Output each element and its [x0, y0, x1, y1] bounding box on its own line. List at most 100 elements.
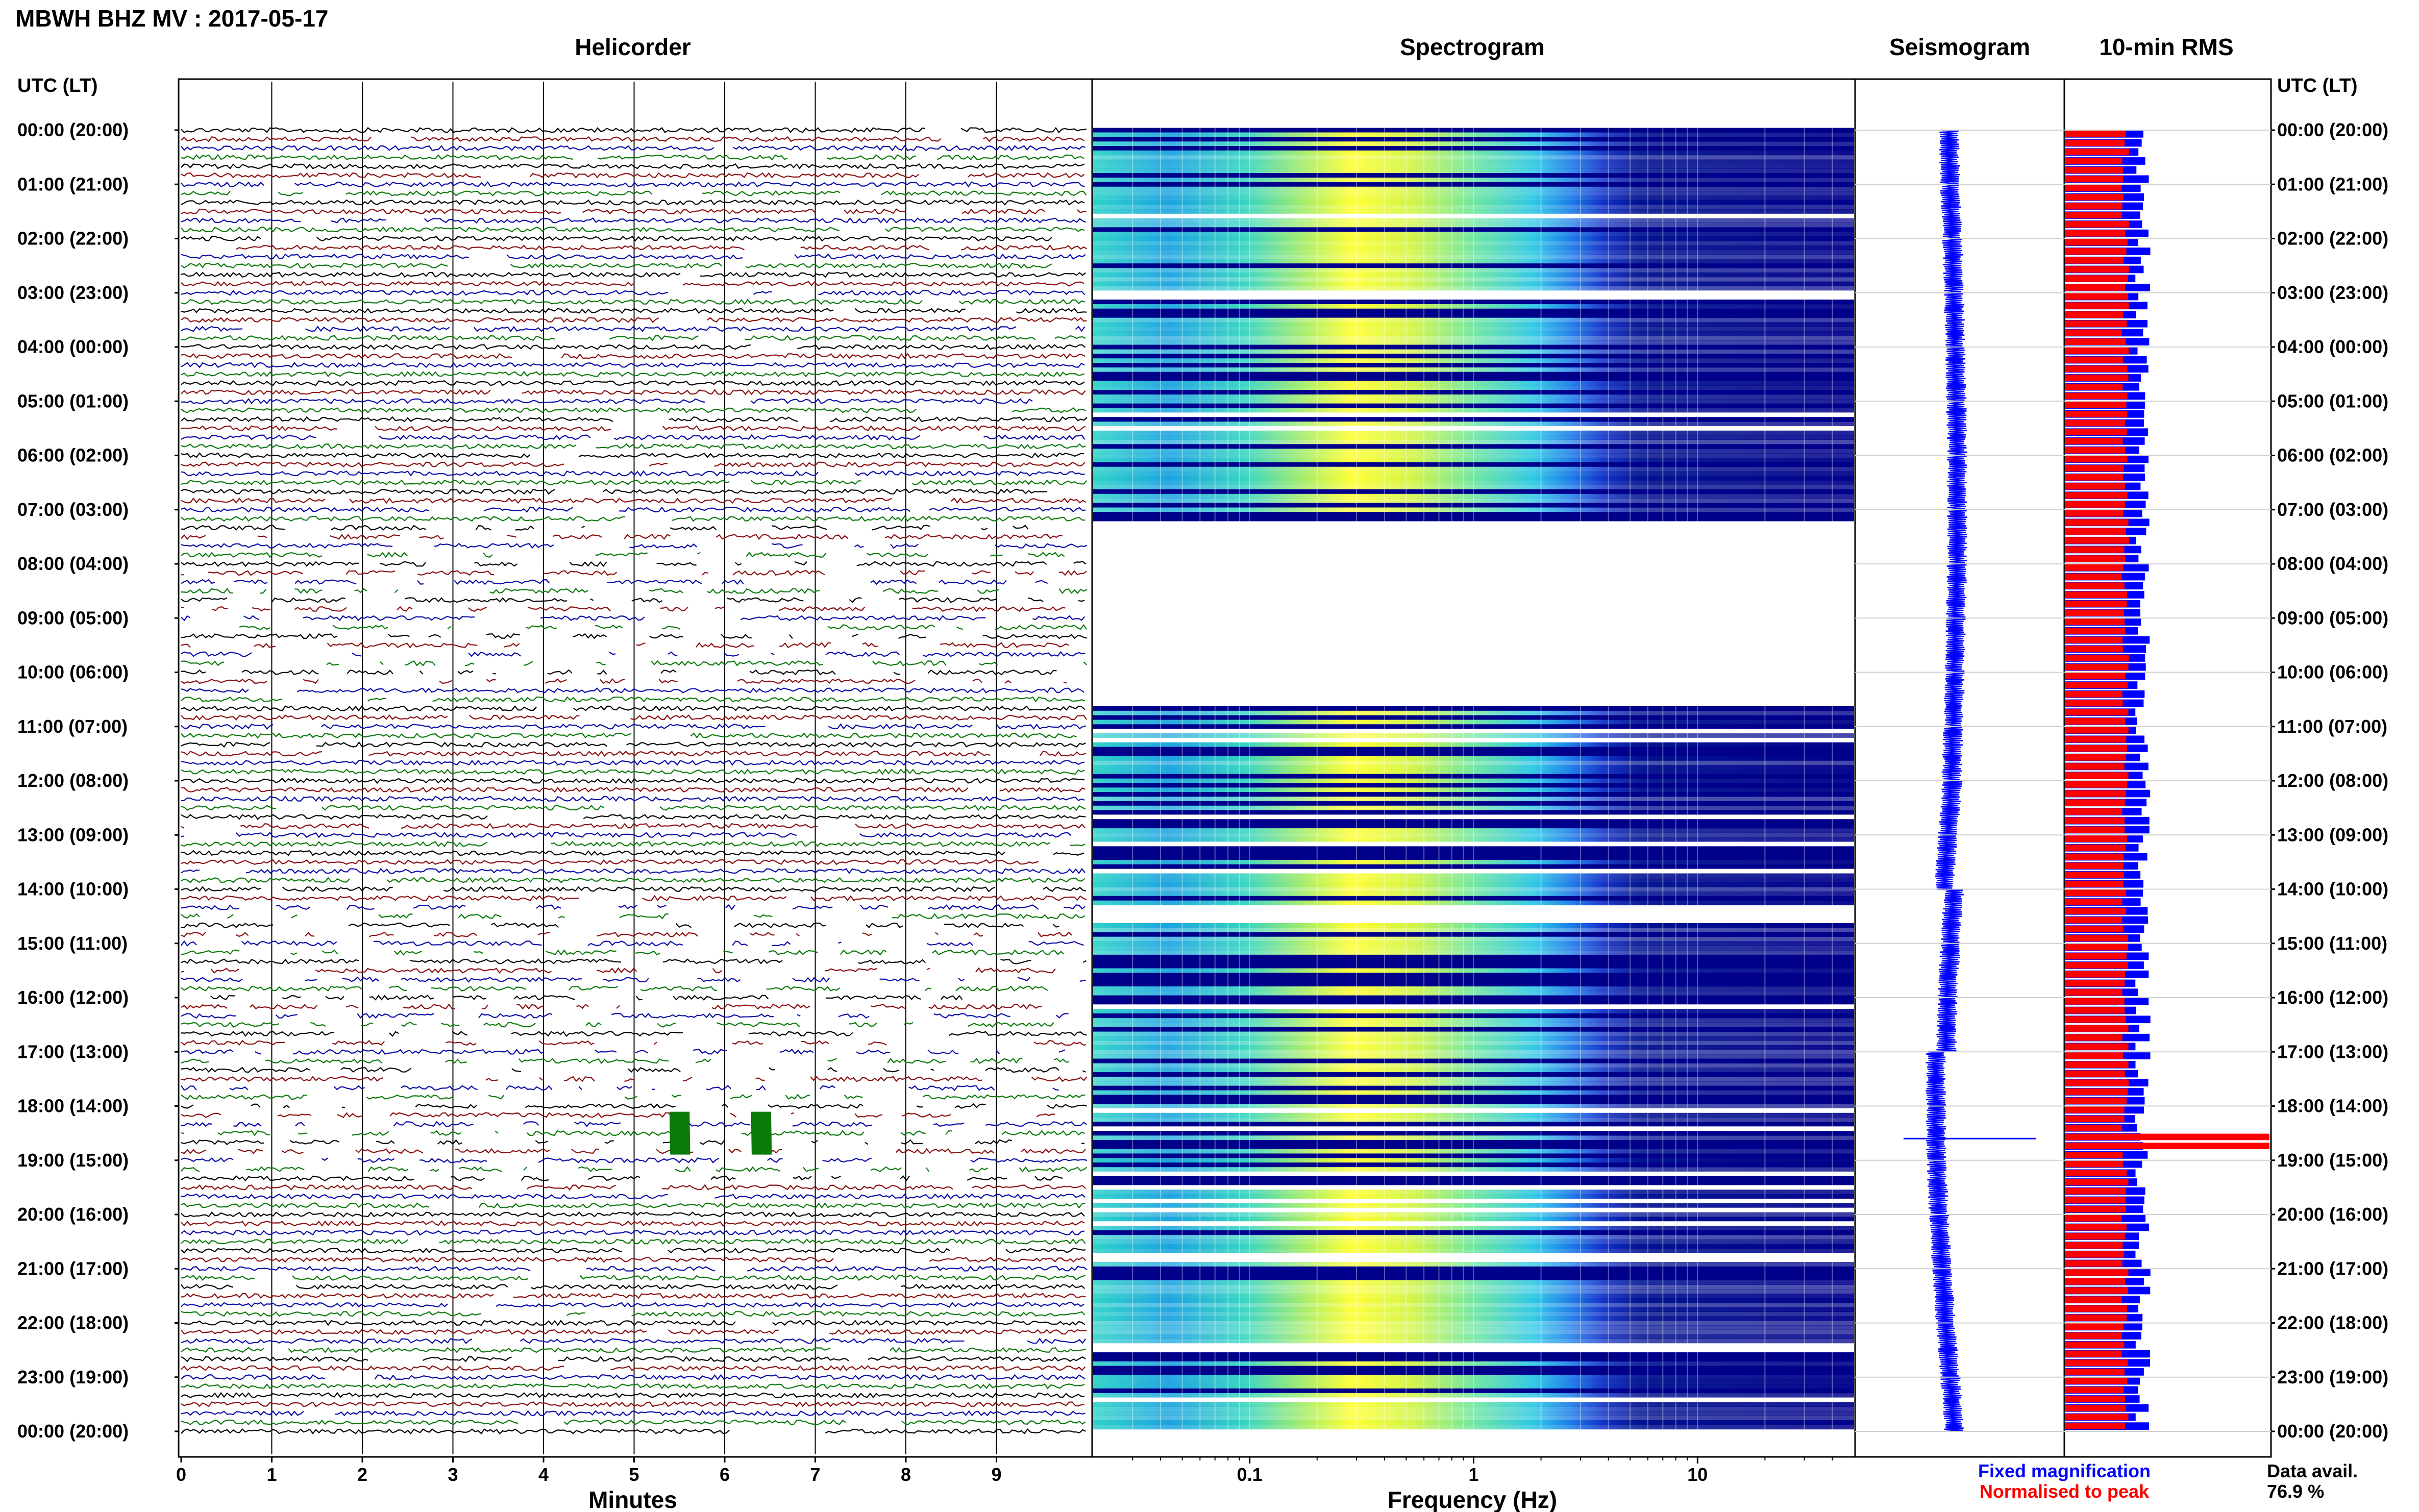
- spectrogram-row: [1093, 1339, 1854, 1344]
- rms-bar-normalised: [2065, 1377, 2128, 1384]
- helicorder-trace-line: [181, 1148, 1086, 1154]
- helicorder-trace-line: [181, 407, 1086, 414]
- spectrogram-row: [1093, 222, 1854, 228]
- helicorder-panel-title: Helicorder: [575, 34, 691, 60]
- spectrogram-row: [1093, 300, 1854, 305]
- helicorder-trace-line: [181, 660, 1088, 666]
- helicorder-trace-line: [181, 452, 1084, 459]
- spectrogram-gap-row: [1093, 290, 1854, 295]
- spectrogram-gap-row: [1093, 1108, 1854, 1113]
- spectrogram-row: [1093, 900, 1854, 906]
- spectrogram-row: [1093, 457, 1854, 463]
- spectrogram-row: [1093, 367, 1854, 373]
- helicorder-trace-line: [181, 561, 1087, 567]
- spectrogram-row: [1093, 891, 1854, 897]
- helicorder-trace-line: [181, 1039, 1087, 1046]
- spectrogram-row: [1093, 390, 1854, 395]
- time-label-right: 20:00 (16:00): [2277, 1204, 2388, 1225]
- spectrogram-row: [1093, 1271, 1854, 1276]
- time-label-left: 00:00 (20:00): [17, 1421, 129, 1442]
- time-label-right: 19:00 (15:00): [2277, 1150, 2388, 1171]
- helicorder-trace-line: [181, 308, 1087, 314]
- spectrogram-row: [1093, 191, 1854, 196]
- helicorder-trace-line: [181, 1003, 1042, 1010]
- spectrogram-row: [1093, 1293, 1854, 1299]
- spectrogram-row: [1093, 873, 1854, 878]
- spectrogram-row: [1093, 286, 1854, 291]
- helicorder-trace-line: [181, 940, 1084, 947]
- helicorder-trace-line: [181, 416, 1088, 423]
- plot-title: MBWH BHZ MV : 2017-05-17: [15, 5, 328, 32]
- helicorder-trace-line: [181, 289, 1085, 296]
- helicorder-trace-line: [181, 299, 1085, 305]
- spectrogram-row: [1093, 1244, 1854, 1249]
- rms-bar-normalised: [2065, 899, 2122, 905]
- helicorder-traces: [181, 82, 1087, 1454]
- helicorder-trace-line: [181, 497, 1087, 504]
- rms-bar-normalised: [2065, 230, 2126, 237]
- spectrogram-row: [1093, 485, 1854, 490]
- spectrogram-row: [1093, 1099, 1854, 1104]
- spectrogram-row: [1093, 128, 1854, 133]
- spectrogram-row: [1093, 195, 1854, 201]
- rms-bar-normalised: [2065, 1160, 2123, 1168]
- spectrogram-row: [1093, 1321, 1854, 1326]
- helicorder-trace-line: [181, 526, 1085, 530]
- spectrogram-row: [1093, 774, 1854, 779]
- helicorder-trace-line: [181, 262, 1052, 269]
- helicorder-trace-line: [181, 1266, 1088, 1272]
- helicorder-trace-line: [181, 443, 1086, 450]
- spectrogram-row: [1093, 923, 1854, 928]
- spectrogram-row: [1093, 973, 1854, 978]
- spectrogram-row: [1093, 1217, 1854, 1222]
- rms-bar-normalised: [2065, 1233, 2125, 1240]
- helicorder-trace-line: [181, 850, 1084, 856]
- helicorder-trace-line: [181, 877, 1085, 883]
- spectrogram-row: [1093, 1284, 1854, 1290]
- helicorder-trace-line: [181, 967, 1056, 974]
- helicorder-trace-line: [181, 696, 1085, 703]
- rms-bar-normalised: [2065, 573, 2122, 580]
- rms-bar-normalised: [2065, 248, 2127, 255]
- spectrogram-row: [1093, 1203, 1854, 1208]
- spectrogram-gap-row: [1093, 1253, 1854, 1258]
- spectrogram-row: [1093, 769, 1854, 775]
- time-label-left: 13:00 (09:00): [17, 824, 129, 845]
- spectrogram-row: [1093, 268, 1854, 273]
- helicorder-trace-line: [181, 1103, 1087, 1109]
- rms-bar-normalised: [2065, 817, 2125, 824]
- helicorder-trace-line: [181, 750, 1087, 757]
- rms-bar-normalised: [2065, 1305, 2128, 1312]
- helicorder-trace-line: [181, 136, 1085, 142]
- helicorder-trace-line: [181, 1310, 1085, 1317]
- spectrogram-row: [1093, 742, 1854, 748]
- time-label-right: 05:00 (01:00): [2277, 390, 2388, 411]
- rms-bar-normalised: [2065, 302, 2129, 309]
- helicorder-trace-line: [181, 985, 1048, 992]
- rms-bar-normalised: [2065, 1116, 2125, 1122]
- spectrogram-row: [1093, 1189, 1854, 1195]
- helicorder-trace-line: [181, 127, 1087, 134]
- spectrogram-row: [1093, 141, 1854, 146]
- rms-bar-normalised: [2065, 193, 2124, 201]
- helicorder-trace-line: [181, 579, 1048, 585]
- rms-bar-normalised: [2065, 320, 2127, 327]
- helicorder-trace-line: [181, 678, 1067, 684]
- spectrogram-row: [1093, 245, 1854, 251]
- spectrogram-row: [1093, 182, 1854, 187]
- helicorder-trace-line: [181, 922, 1059, 929]
- legend-fixed-magnification: Fixed magnification: [1978, 1460, 2151, 1481]
- helicorder-trace-line: [181, 1256, 1087, 1263]
- helicorder-trace-line: [181, 1184, 1086, 1191]
- helicorder-trace-line: [239, 624, 1088, 630]
- spectrogram-row: [1093, 1054, 1854, 1059]
- rms-bar-normalised: [2065, 1224, 2127, 1231]
- rms-bar-normalised: [2065, 718, 2126, 725]
- spectrogram-row: [1093, 335, 1854, 341]
- helicorder-trace-line: [181, 1067, 1086, 1073]
- spectrogram-row: [1093, 1334, 1854, 1340]
- time-label-left: 00:00 (20:00): [17, 119, 129, 140]
- helicorder-trace-line: [181, 226, 1085, 233]
- rms-bar-normalised: [2065, 953, 2127, 960]
- helicorder-trace-line: [181, 488, 1047, 495]
